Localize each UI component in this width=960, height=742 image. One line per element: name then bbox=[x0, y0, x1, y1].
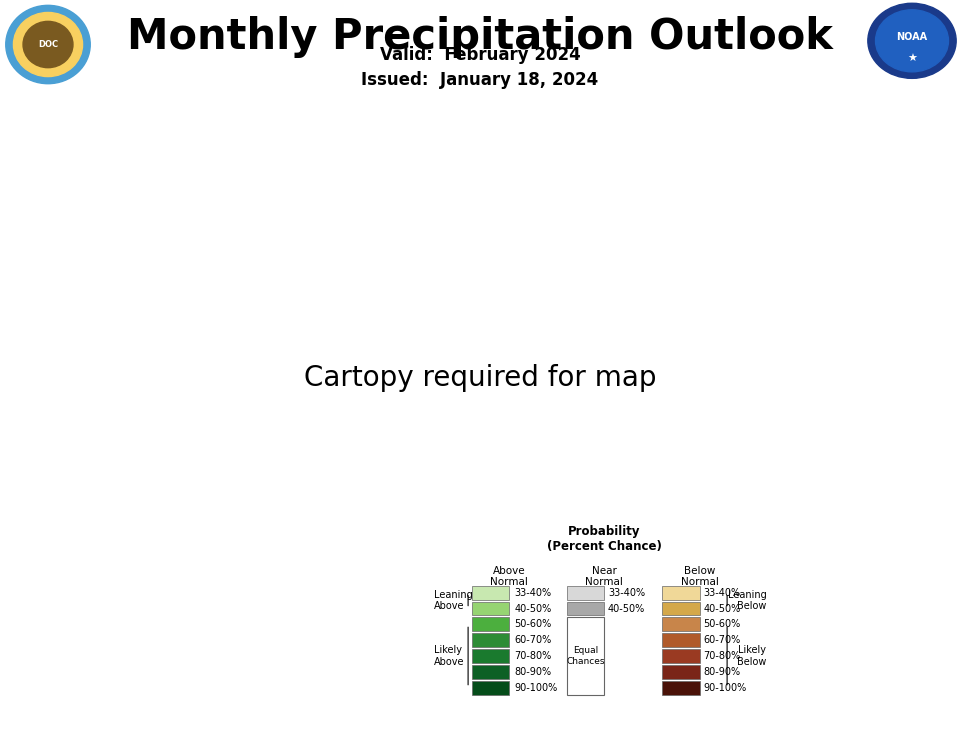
Text: 40-50%: 40-50% bbox=[608, 603, 645, 614]
Text: 90-100%: 90-100% bbox=[704, 683, 747, 692]
Bar bbox=[662, 665, 700, 679]
Text: Leaning
Above: Leaning Above bbox=[434, 590, 472, 611]
Text: 80-90%: 80-90% bbox=[515, 667, 551, 677]
Circle shape bbox=[6, 5, 90, 84]
Circle shape bbox=[876, 10, 948, 72]
Bar bbox=[471, 617, 509, 631]
Text: 33-40%: 33-40% bbox=[515, 588, 551, 598]
Text: Leaning
Below: Leaning Below bbox=[728, 590, 766, 611]
Text: Above
Normal: Above Normal bbox=[490, 565, 528, 588]
Text: Below
Normal: Below Normal bbox=[681, 565, 719, 588]
Text: 60-70%: 60-70% bbox=[515, 635, 551, 645]
Text: Equal
Chances: Equal Chances bbox=[566, 646, 605, 666]
Text: 70-80%: 70-80% bbox=[515, 651, 551, 661]
Bar bbox=[471, 633, 509, 647]
Bar bbox=[471, 602, 509, 615]
Bar bbox=[662, 585, 700, 600]
Text: 40-50%: 40-50% bbox=[704, 603, 740, 614]
Text: 50-60%: 50-60% bbox=[515, 620, 551, 629]
Bar bbox=[471, 680, 509, 695]
Text: Probability
(Percent Chance): Probability (Percent Chance) bbox=[547, 525, 661, 554]
Text: 70-80%: 70-80% bbox=[704, 651, 740, 661]
Bar bbox=[471, 649, 509, 663]
Text: 33-40%: 33-40% bbox=[704, 588, 740, 598]
Text: Issued:  January 18, 2024: Issued: January 18, 2024 bbox=[361, 71, 599, 89]
Text: 90-100%: 90-100% bbox=[515, 683, 558, 692]
Text: 80-90%: 80-90% bbox=[704, 667, 740, 677]
Text: Likely
Above: Likely Above bbox=[434, 646, 465, 667]
Bar bbox=[662, 649, 700, 663]
Bar bbox=[662, 680, 700, 695]
Bar bbox=[567, 617, 605, 695]
Text: Monthly Precipitation Outlook: Monthly Precipitation Outlook bbox=[127, 16, 833, 58]
Text: Near
Normal: Near Normal bbox=[586, 565, 623, 588]
Circle shape bbox=[868, 3, 956, 79]
Text: 50-60%: 50-60% bbox=[704, 620, 740, 629]
Bar bbox=[567, 585, 605, 600]
Bar bbox=[662, 602, 700, 615]
Text: Likely
Below: Likely Below bbox=[737, 646, 766, 667]
Bar bbox=[471, 665, 509, 679]
Text: ★: ★ bbox=[907, 53, 917, 64]
Bar bbox=[471, 585, 509, 600]
Bar bbox=[662, 617, 700, 631]
Text: 60-70%: 60-70% bbox=[704, 635, 740, 645]
Text: DOC: DOC bbox=[38, 40, 58, 49]
Circle shape bbox=[13, 13, 83, 76]
Text: Valid:  February 2024: Valid: February 2024 bbox=[379, 46, 581, 65]
Text: 33-40%: 33-40% bbox=[608, 588, 645, 598]
Bar bbox=[662, 633, 700, 647]
Text: Cartopy required for map: Cartopy required for map bbox=[303, 364, 657, 393]
Text: NOAA: NOAA bbox=[897, 32, 927, 42]
Circle shape bbox=[23, 22, 73, 68]
Bar bbox=[567, 602, 605, 615]
Text: 40-50%: 40-50% bbox=[515, 603, 551, 614]
